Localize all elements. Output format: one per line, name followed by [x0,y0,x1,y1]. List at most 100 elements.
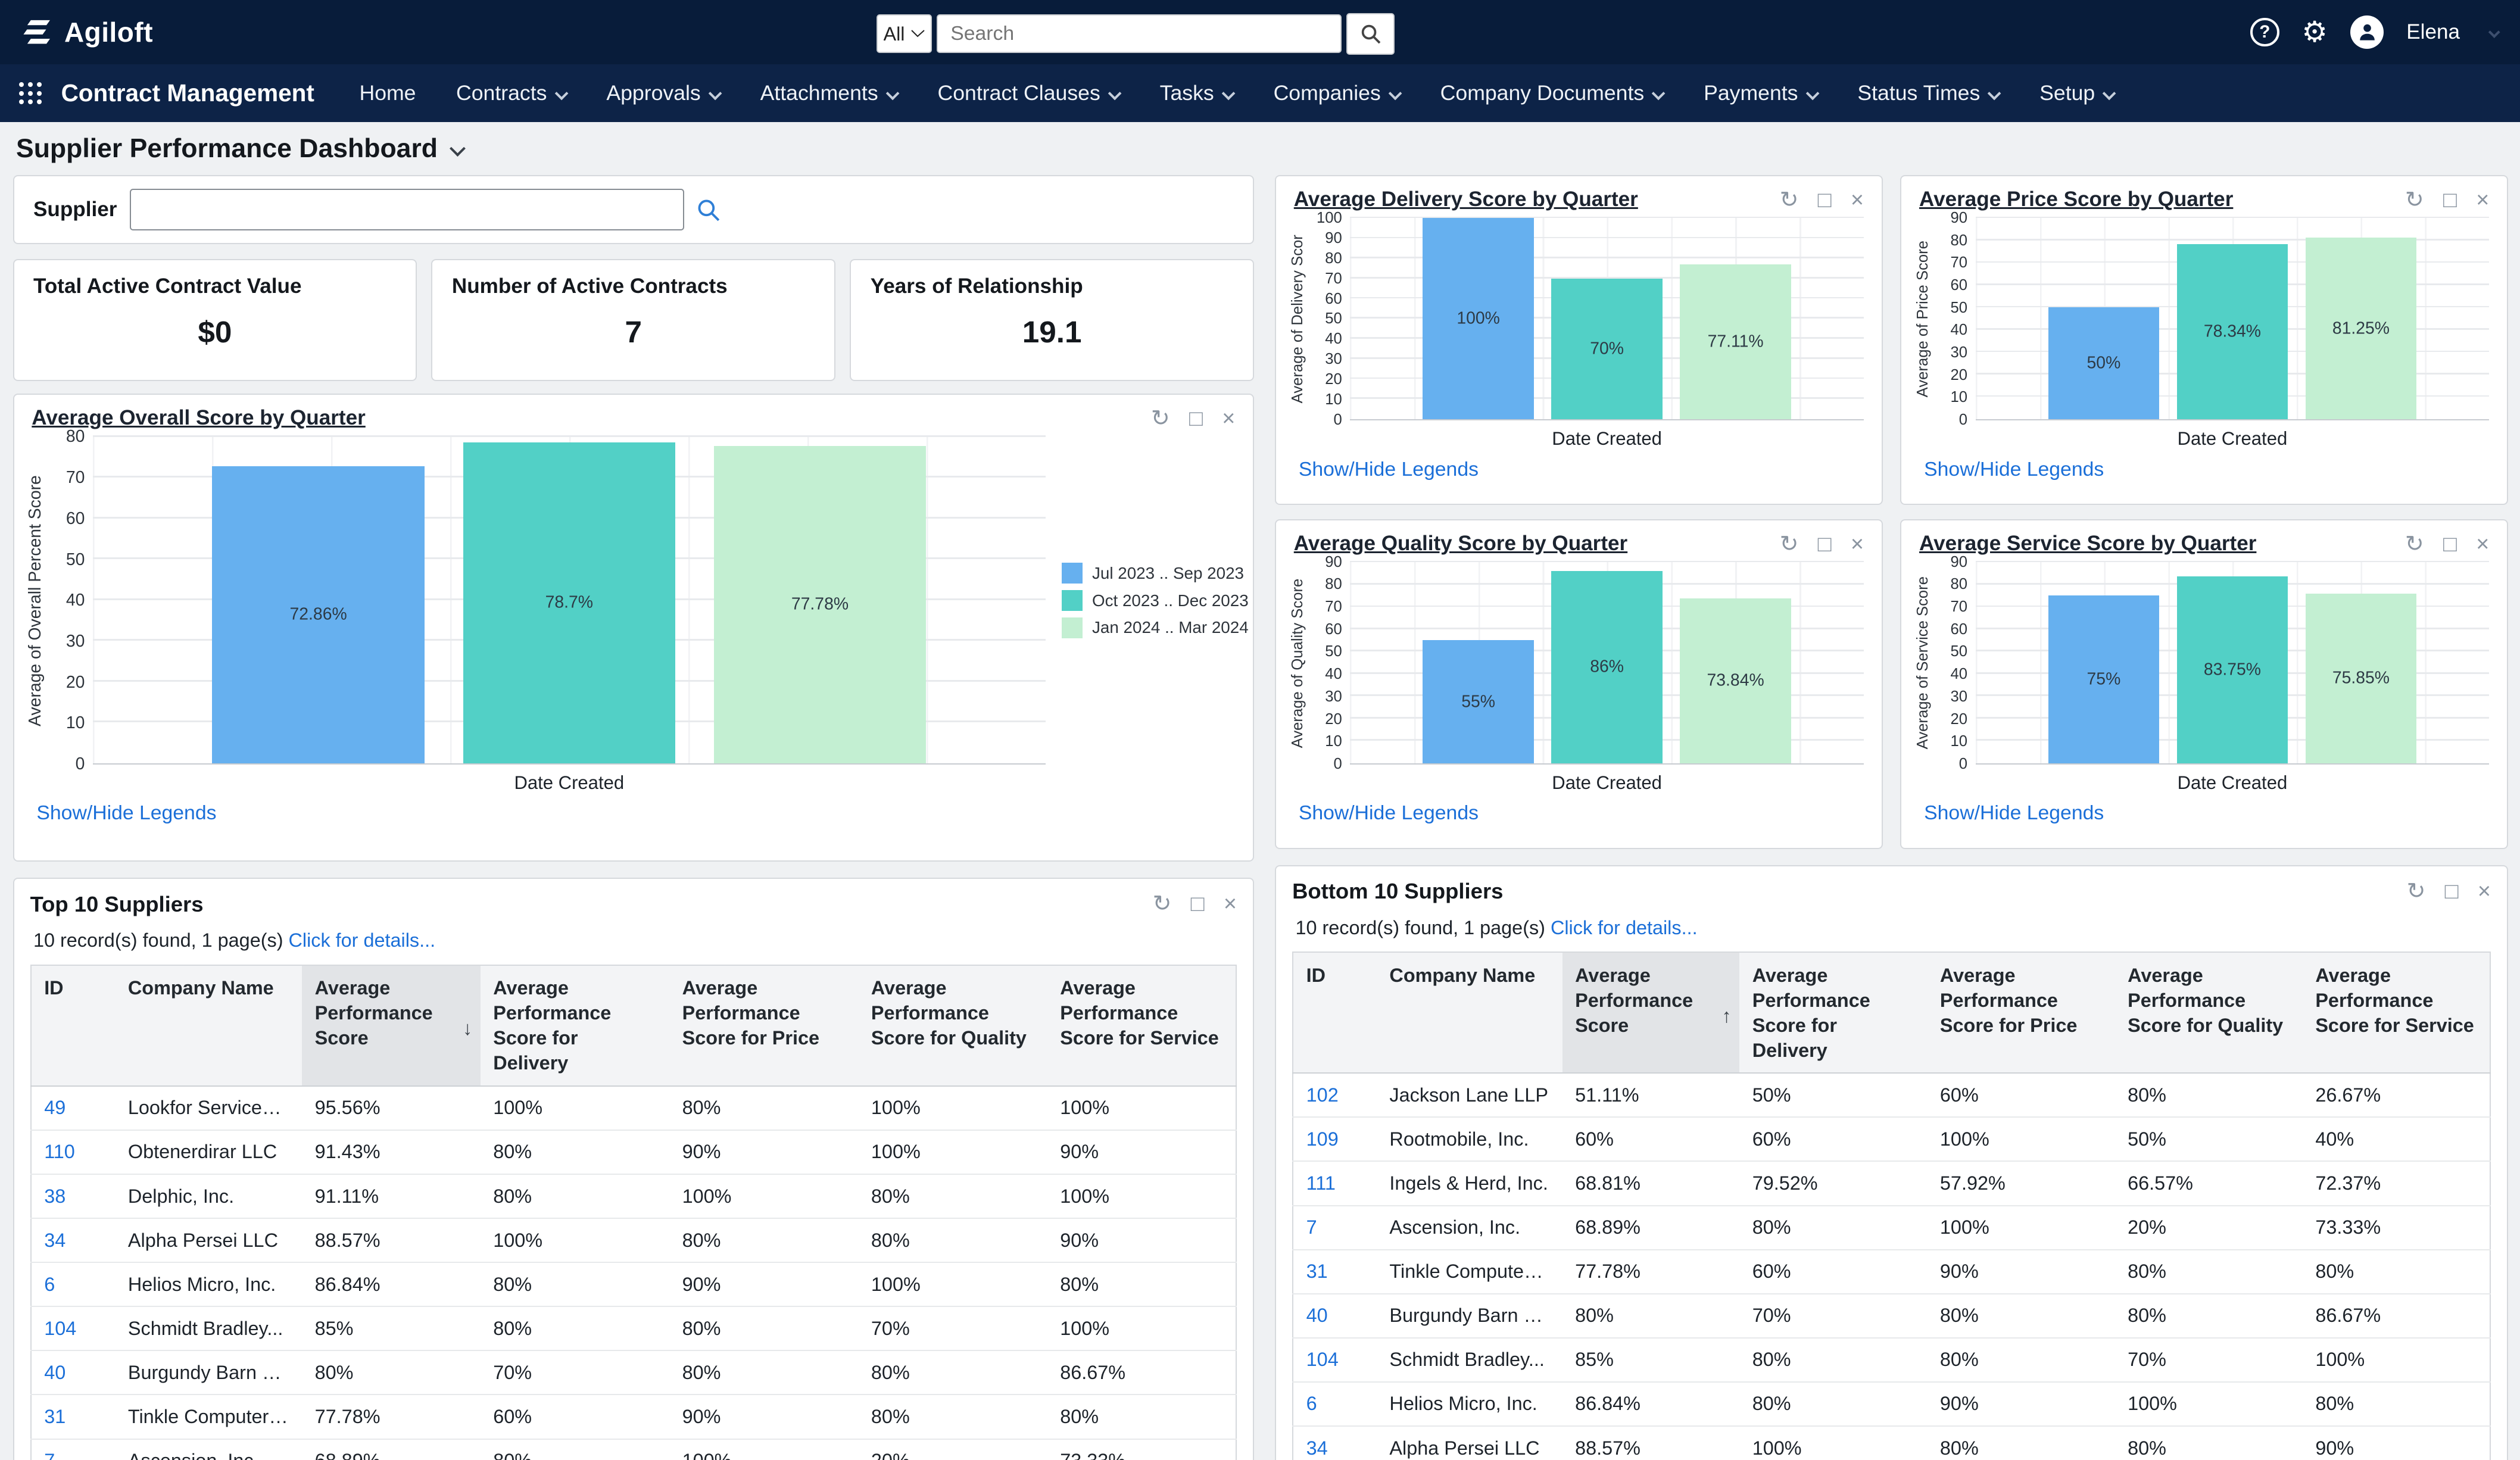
nav-item-payments[interactable]: Payments [1704,81,1820,105]
legend-swatch [1061,590,1083,612]
record-id-link[interactable]: 40 [1306,1305,1328,1327]
nav-item-approvals[interactable]: Approvals [606,81,722,105]
maximize-icon[interactable]: □ [1189,406,1203,432]
maximize-icon[interactable]: □ [1817,187,1832,213]
agiloft-logo[interactable]: Agiloft [19,14,153,49]
nav-item-home[interactable]: Home [359,81,416,105]
column-header[interactable]: Average Performance Score for Service [2302,952,2490,1074]
close-icon[interactable]: × [2477,878,2491,904]
column-header[interactable]: Average Performance Score for Price [1927,952,2115,1074]
close-icon[interactable]: × [1222,406,1236,432]
show-hide-legends-link[interactable]: Show/Hide Legends [1298,457,1479,481]
bar-value-label: 100% [1457,308,1500,328]
record-id-link[interactable]: 104 [44,1317,77,1339]
column-header[interactable]: Average Performance Score for Delivery [480,965,669,1087]
record-id-link[interactable]: 40 [44,1361,66,1383]
record-id-link[interactable]: 34 [1306,1437,1328,1459]
record-id-link[interactable]: 111 [1306,1172,1336,1194]
nav-item-tasks[interactable]: Tasks [1160,81,1236,105]
record-id-link[interactable]: 31 [44,1406,66,1427]
nav-item-contracts[interactable]: Contracts [456,81,569,105]
record-id-link[interactable]: 109 [1306,1128,1339,1150]
chevron-down-icon [1388,86,1402,101]
record-id-link[interactable]: 34 [44,1229,66,1251]
score-cell: 68.89% [1562,1205,1740,1250]
gear-icon[interactable]: ⚙ [2301,15,2328,48]
show-hide-legends-link[interactable]: Show/Hide Legends [1298,801,1479,825]
user-icon [2359,24,2375,41]
maximize-icon[interactable]: □ [1190,891,1205,917]
record-id-link[interactable]: 7 [44,1450,55,1460]
record-id-link[interactable]: 104 [1306,1349,1339,1371]
chevron-down-icon[interactable] [2488,26,2500,38]
record-id-link[interactable]: 31 [1306,1261,1328,1283]
maximize-icon[interactable]: □ [2443,187,2457,213]
column-header[interactable]: Average Performance Score for Quality [858,965,1047,1087]
search-scope-select[interactable]: All [876,14,932,54]
column-header[interactable]: ID [30,965,116,1087]
close-icon[interactable]: × [2476,187,2490,213]
column-header[interactable]: Average Performance Score ↑ [1562,952,1740,1074]
maximize-icon[interactable]: □ [1817,531,1832,557]
nav-item-companies[interactable]: Companies [1274,81,1402,105]
refresh-icon[interactable]: ↻ [2404,187,2424,213]
record-id-link[interactable]: 38 [44,1185,66,1207]
refresh-icon[interactable]: ↻ [2404,531,2424,557]
y-tick-label: 10 [1325,391,1342,408]
column-header[interactable]: Company Name [1376,952,1562,1074]
maximize-icon[interactable]: □ [2444,878,2459,904]
record-id-link[interactable]: 6 [44,1273,55,1295]
refresh-icon[interactable]: ↻ [1779,531,1799,557]
column-header[interactable]: Average Performance Score for Delivery [1739,952,1928,1074]
supplier-search-icon[interactable] [696,197,721,223]
refresh-icon[interactable]: ↻ [1152,891,1172,917]
column-header[interactable]: Average Performance Score for Quality [2114,952,2303,1074]
supplier-input[interactable] [129,189,685,231]
nav-item-attachments[interactable]: Attachments [760,81,900,105]
chevron-down-icon[interactable] [450,141,466,157]
details-link[interactable]: Click for details... [1550,916,1698,938]
close-icon[interactable]: × [1850,187,1864,213]
help-icon[interactable]: ? [2250,17,2279,47]
record-id-link[interactable]: 7 [1306,1216,1317,1238]
nav-item-company-documents[interactable]: Company Documents [1440,81,1666,105]
close-icon[interactable]: × [1223,891,1237,917]
search-button[interactable] [1346,13,1395,55]
y-tick-label: 60 [1325,290,1342,307]
column-header[interactable]: ID [1293,952,1377,1074]
close-icon[interactable]: × [1850,531,1864,557]
show-hide-legends-link[interactable]: Show/Hide Legends [36,801,217,825]
bar-2: 78.34% [2176,244,2288,419]
bar-value-label: 77.78% [791,594,849,614]
details-link[interactable]: Click for details... [288,929,436,952]
record-id-link[interactable]: 6 [1306,1393,1317,1415]
y-tick-label: 30 [66,632,85,651]
column-header[interactable]: Company Name [115,965,302,1087]
user-name[interactable]: Elena [2406,20,2460,43]
refresh-icon[interactable]: ↻ [1779,187,1799,213]
record-id-link[interactable]: 102 [1306,1084,1339,1106]
bar-1: 55% [1423,640,1534,763]
column-header[interactable]: Average Performance Score ↓ [302,965,481,1087]
company-name-cell: Lookfor Services LLC [115,1085,302,1131]
company-name-cell: Jackson Lane LLP [1376,1073,1562,1118]
nav-item-contract-clauses[interactable]: Contract Clauses [938,81,1122,105]
refresh-icon[interactable]: ↻ [1150,406,1170,432]
nav-item-status-times[interactable]: Status Times [1857,81,2001,105]
chart-title: Average Service Score by Quarter [1919,531,2257,555]
show-hide-legends-link[interactable]: Show/Hide Legends [1924,801,2104,825]
maximize-icon[interactable]: □ [2443,531,2457,557]
record-id-link[interactable]: 49 [44,1097,66,1119]
show-hide-legends-link[interactable]: Show/Hide Legends [1924,457,2104,481]
column-header[interactable]: Average Performance Score for Price [669,965,859,1087]
record-id-link[interactable]: 110 [44,1141,75,1163]
nav-item-setup[interactable]: Setup [2039,81,2116,105]
avatar[interactable] [2350,15,2384,49]
search-input[interactable] [936,14,1342,54]
search-icon [1361,24,1381,44]
y-tick-label: 70 [1325,598,1342,615]
app-grid-icon[interactable] [19,82,42,105]
close-icon[interactable]: × [2476,531,2490,557]
column-header[interactable]: Average Performance Score for Service [1047,965,1236,1087]
refresh-icon[interactable]: ↻ [2406,878,2426,904]
